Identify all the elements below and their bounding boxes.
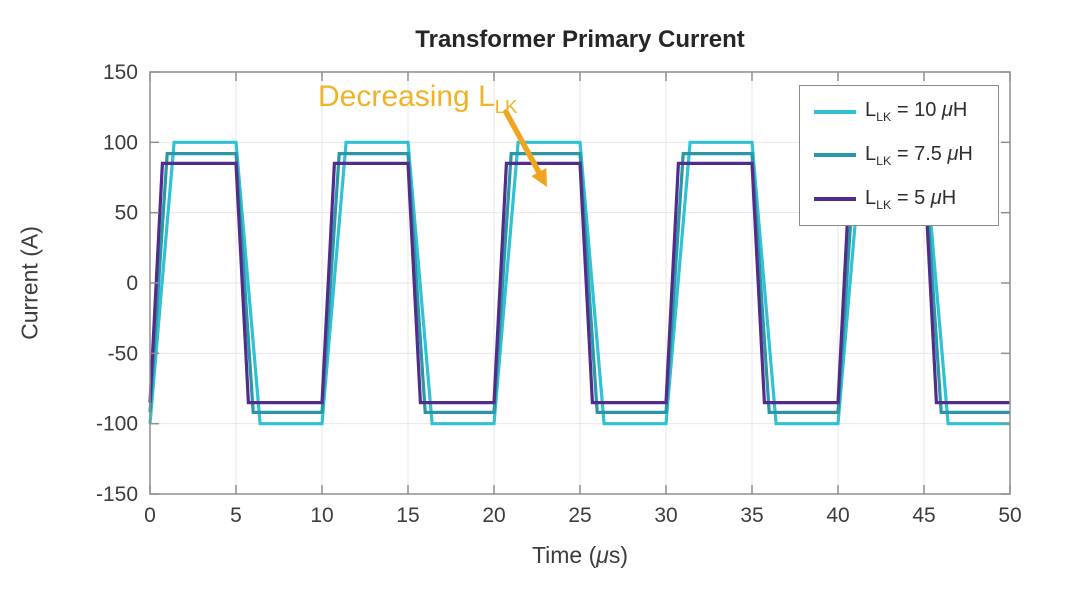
mu-symbol: μ xyxy=(947,142,959,165)
y-tick-label: 100 xyxy=(103,131,138,154)
x-tick-label: 30 xyxy=(654,504,677,527)
x-tick-label: 5 xyxy=(230,504,242,527)
annotation-text-main: Decreasing L xyxy=(318,80,495,113)
legend-label: LLK = 7.5 μH xyxy=(865,142,973,168)
x-tick-label: 40 xyxy=(826,504,849,527)
legend-label: LLK = 10 μH xyxy=(865,99,968,125)
y-tick-label: 150 xyxy=(103,61,138,84)
annotation-text: Decreasing LLK xyxy=(318,80,518,118)
x-axis-label: Time (μs) xyxy=(150,542,1010,569)
x-tick-label: 25 xyxy=(568,504,591,527)
legend-swatch-teal xyxy=(814,153,856,158)
tick-marks xyxy=(149,71,1011,495)
legend-swatch-cyan xyxy=(814,109,856,114)
x-tick-label: 0 xyxy=(144,504,156,527)
chart-title: Transformer Primary Current xyxy=(415,26,745,53)
y-axis-label: Current (A) xyxy=(16,226,43,340)
y-tick-label: 0 xyxy=(126,272,138,295)
x-axis-label-unit: s) xyxy=(608,542,629,568)
y-tick-label: -50 xyxy=(108,342,138,365)
x-tick-label: 20 xyxy=(482,504,505,527)
x-tick-label: 10 xyxy=(310,504,333,527)
legend: LLK = 10 μH LLK = 7.5 μH LLK = 5 μH xyxy=(799,85,999,226)
legend-entry-5uH: LLK = 5 μH xyxy=(814,187,998,212)
y-tick-label: 50 xyxy=(115,202,138,225)
x-tick-label: 15 xyxy=(396,504,419,527)
annotation-arrow-icon xyxy=(503,109,547,187)
mu-symbol: μ xyxy=(930,186,942,209)
x-tick-label: 35 xyxy=(740,504,763,527)
legend-entry-7p5uH: LLK = 7.5 μH xyxy=(814,143,998,168)
legend-swatch-purple xyxy=(814,197,856,202)
mu-symbol: μ xyxy=(941,99,953,122)
y-tick-label: -100 xyxy=(96,413,138,436)
series-llk-5uH xyxy=(148,161,1010,405)
x-axis-label-text: Time ( xyxy=(531,542,597,568)
mu-symbol: μ xyxy=(596,542,609,568)
series-lines xyxy=(148,140,1010,426)
legend-entry-10uH: LLK = 10 μH xyxy=(814,99,998,124)
series-llk-10uH xyxy=(148,140,1010,426)
y-tick-labels: -150 -100 -50 0 50 100 150 xyxy=(96,61,138,506)
annotation-subscript: LK xyxy=(494,96,518,117)
x-tick-label: 45 xyxy=(912,504,935,527)
x-tick-labels: 0 5 10 15 20 25 30 35 40 45 50 xyxy=(144,504,1022,527)
legend-label: LLK = 5 μH xyxy=(865,186,957,212)
series-llk-7p5uH xyxy=(148,152,1010,414)
x-tick-label: 50 xyxy=(998,504,1021,527)
y-tick-label: -150 xyxy=(96,483,138,506)
